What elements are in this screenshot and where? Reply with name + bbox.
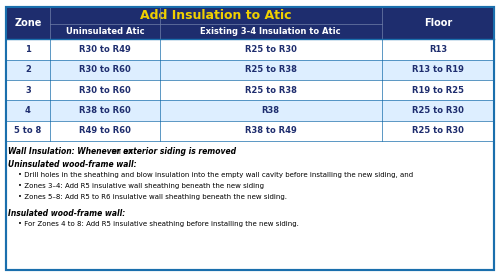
Bar — [6, 7, 494, 39]
Text: R25 to R30: R25 to R30 — [412, 126, 464, 135]
Text: R49 to R60: R49 to R60 — [79, 126, 131, 135]
Text: • For Zones 4 to 8: Add R5 insulative sheathing before installing the new siding: • For Zones 4 to 8: Add R5 insulative sh… — [18, 221, 298, 227]
Text: • Drill holes in the sheathing and blow insulation into the empty wall cavity be: • Drill holes in the sheathing and blow … — [18, 172, 412, 178]
Text: R25 to R30: R25 to R30 — [245, 45, 296, 54]
Text: R30 to R49: R30 to R49 — [79, 45, 130, 54]
Text: Insulated wood-frame wall:: Insulated wood-frame wall: — [8, 209, 126, 218]
Text: • Zones 5–8: Add R5 to R6 insulative wall sheathing beneath the new siding.: • Zones 5–8: Add R5 to R6 insulative wal… — [18, 194, 286, 200]
Text: R30 to R60: R30 to R60 — [79, 86, 130, 95]
Bar — [6, 100, 494, 121]
Text: R38: R38 — [262, 106, 280, 115]
Text: 2: 2 — [25, 65, 31, 74]
Text: 3: 3 — [25, 86, 31, 95]
Text: R13 to R19: R13 to R19 — [412, 65, 464, 74]
Text: R25 to R38: R25 to R38 — [245, 86, 296, 95]
Text: on an: on an — [110, 147, 134, 156]
Text: 4: 4 — [25, 106, 31, 115]
Text: 1: 1 — [25, 45, 31, 54]
Text: R13: R13 — [429, 45, 447, 54]
Text: Add Insulation to Atic: Add Insulation to Atic — [140, 9, 292, 22]
Text: • Zones 3–4: Add R5 insulative wall sheathing beneath the new siding: • Zones 3–4: Add R5 insulative wall shea… — [18, 183, 264, 189]
Bar — [6, 121, 494, 141]
Text: R25 to R30: R25 to R30 — [412, 106, 464, 115]
Text: R30 to R60: R30 to R60 — [79, 65, 130, 74]
Text: Uninsulated wood-frame wall:: Uninsulated wood-frame wall: — [8, 160, 137, 169]
Text: Uninsulated Atic: Uninsulated Atic — [66, 27, 144, 36]
Text: R38 to R60: R38 to R60 — [79, 106, 130, 115]
Text: Zone: Zone — [14, 18, 42, 28]
Text: R19 to R25: R19 to R25 — [412, 86, 464, 95]
Bar — [6, 60, 494, 80]
Text: R25 to R38: R25 to R38 — [245, 65, 296, 74]
Bar — [6, 39, 494, 60]
Text: Wall Insulation: Whenever exterior siding is removed: Wall Insulation: Whenever exterior sidin… — [8, 147, 236, 156]
Bar — [6, 80, 494, 100]
Text: Existing 3-4 Insulation to Atic: Existing 3-4 Insulation to Atic — [200, 27, 341, 36]
Text: Floor: Floor — [424, 18, 452, 28]
Text: 5 to 8: 5 to 8 — [14, 126, 42, 135]
Text: R38 to R49: R38 to R49 — [245, 126, 296, 135]
